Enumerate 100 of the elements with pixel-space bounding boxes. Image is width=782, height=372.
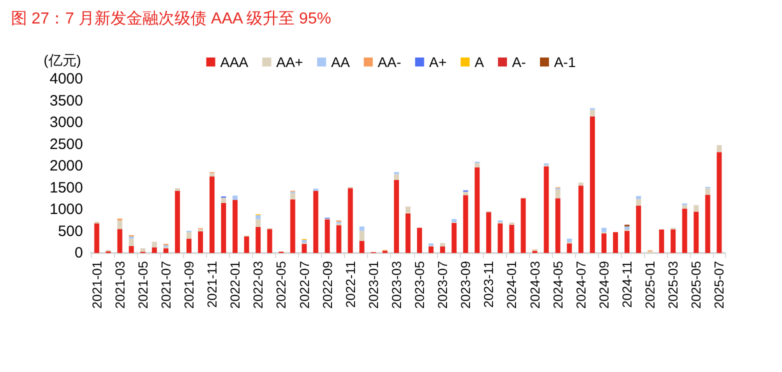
legend-label: AAA [220,54,249,70]
bar [128,236,134,239]
bar [601,233,606,253]
x-tick-label: 2025-05 [688,261,704,309]
bar [509,224,514,253]
bar [128,246,134,253]
bar [566,243,572,253]
bar [336,225,342,253]
x-tick-label: 2024-05 [550,261,566,309]
x-tick-label: 2023-07 [435,261,450,309]
y-axis-title: (亿元) [44,52,81,68]
bar [152,247,157,253]
y-tick-label: 500 [58,222,83,240]
bar [417,228,422,253]
y-tick-label: 3500 [50,92,83,110]
bar [152,242,157,248]
legend-label: AA+ [276,54,304,70]
bar [221,198,226,203]
bar [256,215,261,220]
legend-label: A+ [429,54,447,70]
bar [624,230,630,253]
bar [140,248,146,252]
bar [394,174,399,180]
legend-label: A [474,54,485,70]
bar [705,194,710,253]
x-tick-label: 2021-03 [112,261,128,309]
x-tick-label: 2022-07 [296,261,312,309]
y-tick-label: 3000 [50,114,83,131]
bar [578,182,584,186]
x-tick-label: 2022-03 [250,261,266,309]
bar [670,230,676,253]
bar [474,162,480,168]
bar [302,244,307,253]
x-tick-label: 2021-09 [181,261,196,309]
x-tick-label: 2023-11 [481,261,496,308]
x-tick-label: 2024-09 [596,261,612,309]
bar [636,196,642,200]
x-tick-label: 2023-05 [412,261,428,309]
bar [163,248,168,253]
bar [544,166,549,253]
bar [520,198,526,253]
bar [452,219,457,222]
x-tick-label: 2023-01 [366,261,381,309]
bar [590,116,595,253]
bar [174,190,180,253]
bar [302,240,307,243]
bar [290,199,296,253]
bar [406,206,410,214]
bar [636,206,642,253]
bar [406,213,410,253]
bar [359,240,364,253]
bar [498,223,503,253]
x-tick-label: 2024-03 [527,261,542,309]
bar [682,205,688,209]
bar [694,212,699,253]
bar [555,189,560,198]
bar [440,246,446,253]
bar [716,152,722,253]
y-tick-label: 4000 [50,70,83,88]
x-tick-label: 2024-01 [504,261,520,309]
bar [244,236,250,253]
bar [394,180,399,253]
chart-title: 图 27：7 月新发金融次级债 AAA 级升至 95% [11,10,332,28]
bar [256,226,261,253]
x-tick-label: 2025-01 [642,261,658,309]
bar [221,202,226,253]
bar [612,232,618,253]
x-tick-label: 2023-09 [458,261,474,309]
bar [290,192,296,200]
bar [682,208,688,253]
bar [186,238,192,253]
bar [267,229,272,253]
bar [428,246,434,253]
y-tick-label: 2000 [50,158,83,174]
bar [716,145,722,152]
bar [232,200,238,253]
bar [555,198,560,253]
y-tick-label: 1000 [50,201,83,218]
bar [566,238,572,242]
bar [128,238,134,246]
bar [198,231,204,253]
bar [463,192,468,196]
x-tick-label: 2024-07 [573,261,588,309]
bar [359,230,364,241]
bar [463,195,468,253]
x-tick-label: 2021-01 [89,261,104,309]
bar [232,196,238,200]
x-tick-label: 2025-03 [666,261,681,309]
bar [324,220,330,253]
legend-label: A- [512,54,526,70]
legend-label: A-1 [554,54,576,70]
bar [705,188,710,195]
bar [428,243,434,246]
bar [440,242,446,246]
bar [117,220,122,230]
bar [694,205,699,212]
x-tick-label: 2022-09 [320,261,335,309]
x-tick-label: 2021-07 [158,261,174,309]
bar [452,222,457,253]
bar [117,229,122,253]
